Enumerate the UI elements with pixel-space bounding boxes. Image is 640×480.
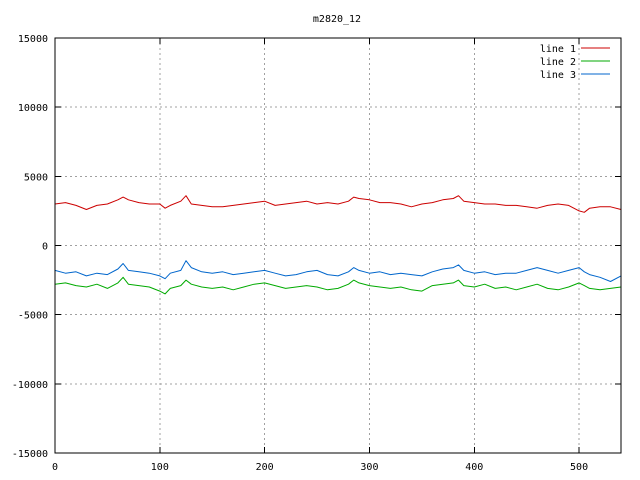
x-tick-label: 200 (256, 462, 274, 473)
y-tick-label: 5000 (24, 172, 48, 183)
y-tick-label: 15000 (18, 34, 48, 45)
y-tick-label: -10000 (12, 380, 48, 391)
y-tick-label: 10000 (18, 103, 48, 114)
chart-title: m2820_12 (313, 14, 361, 25)
tick-group: 0 100 200 300 400 500 -15000 -10000 -5000 0 5000 10… (12, 34, 621, 473)
x-tick-label: 500 (570, 462, 588, 473)
series-line-3 (54, 260, 622, 282)
legend: line 1 line 2 line 3 (540, 44, 610, 81)
y-tick-label: -15000 (12, 449, 48, 460)
y-tick-label: 0 (42, 242, 48, 253)
x-tick-label: 100 (151, 462, 169, 473)
y-tick-label: -5000 (18, 311, 48, 322)
x-tick-label: 0 (52, 462, 58, 473)
series-group (54, 195, 622, 295)
x-tick-label: 300 (360, 462, 378, 473)
legend-label-1: line 1 (540, 44, 576, 55)
grid (55, 38, 621, 453)
series-line-1 (54, 195, 622, 213)
legend-label-3: line 3 (540, 70, 576, 81)
x-tick-label: 400 (465, 462, 483, 473)
series-line-2 (54, 276, 622, 295)
legend-label-2: line 2 (540, 57, 576, 68)
